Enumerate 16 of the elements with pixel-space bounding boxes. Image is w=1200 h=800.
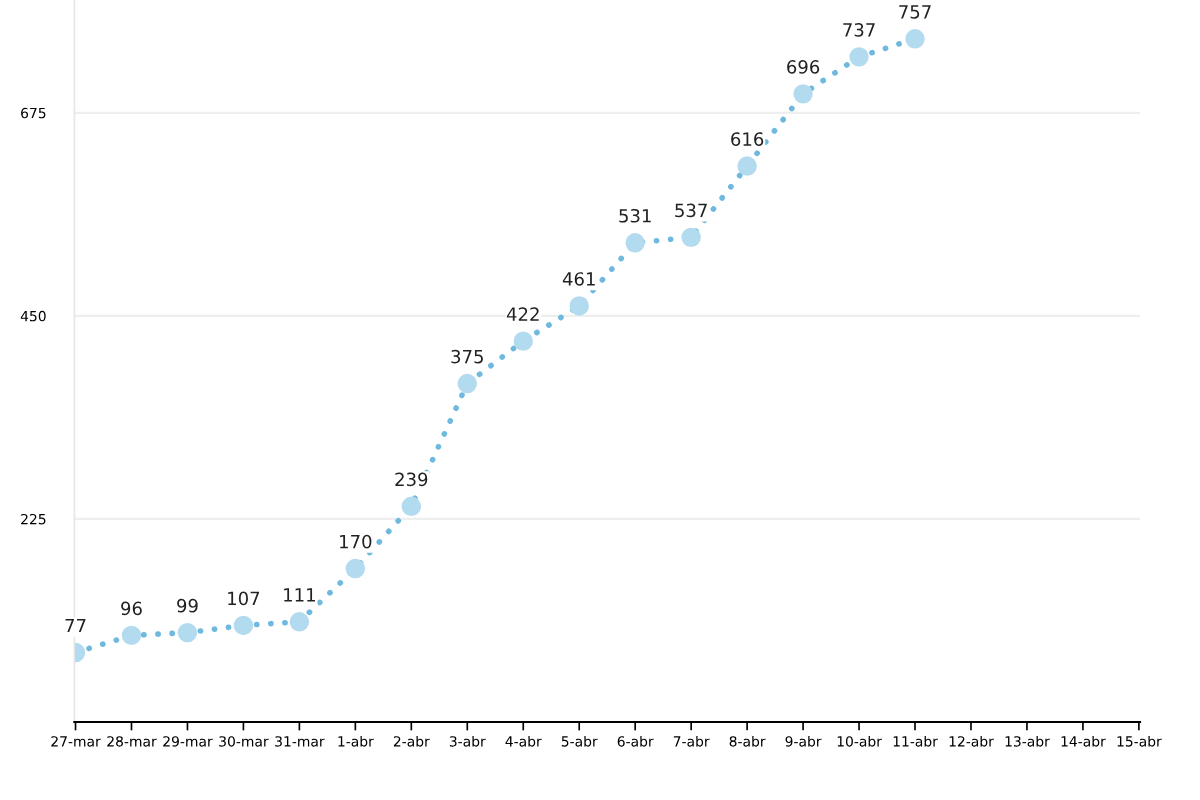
data-label: 111 — [284, 588, 315, 602]
data-label: 422 — [506, 307, 539, 321]
data-label: 375 — [451, 349, 483, 364]
data-label: 531 — [619, 208, 651, 223]
data-label: 239 — [395, 472, 428, 487]
data-label: 99 — [177, 598, 198, 613]
data-label: 77 — [65, 618, 86, 633]
data-label: 737 — [843, 23, 875, 37]
data-label: 461 — [562, 272, 595, 286]
data-label: 107 — [228, 591, 260, 606]
data-label: 537 — [675, 203, 707, 218]
data-label: 96 — [121, 601, 142, 616]
data-label: 616 — [731, 132, 764, 146]
data-label: 757 — [899, 5, 931, 19]
data-label: 170 — [340, 534, 372, 549]
data-label: 696 — [787, 60, 820, 74]
